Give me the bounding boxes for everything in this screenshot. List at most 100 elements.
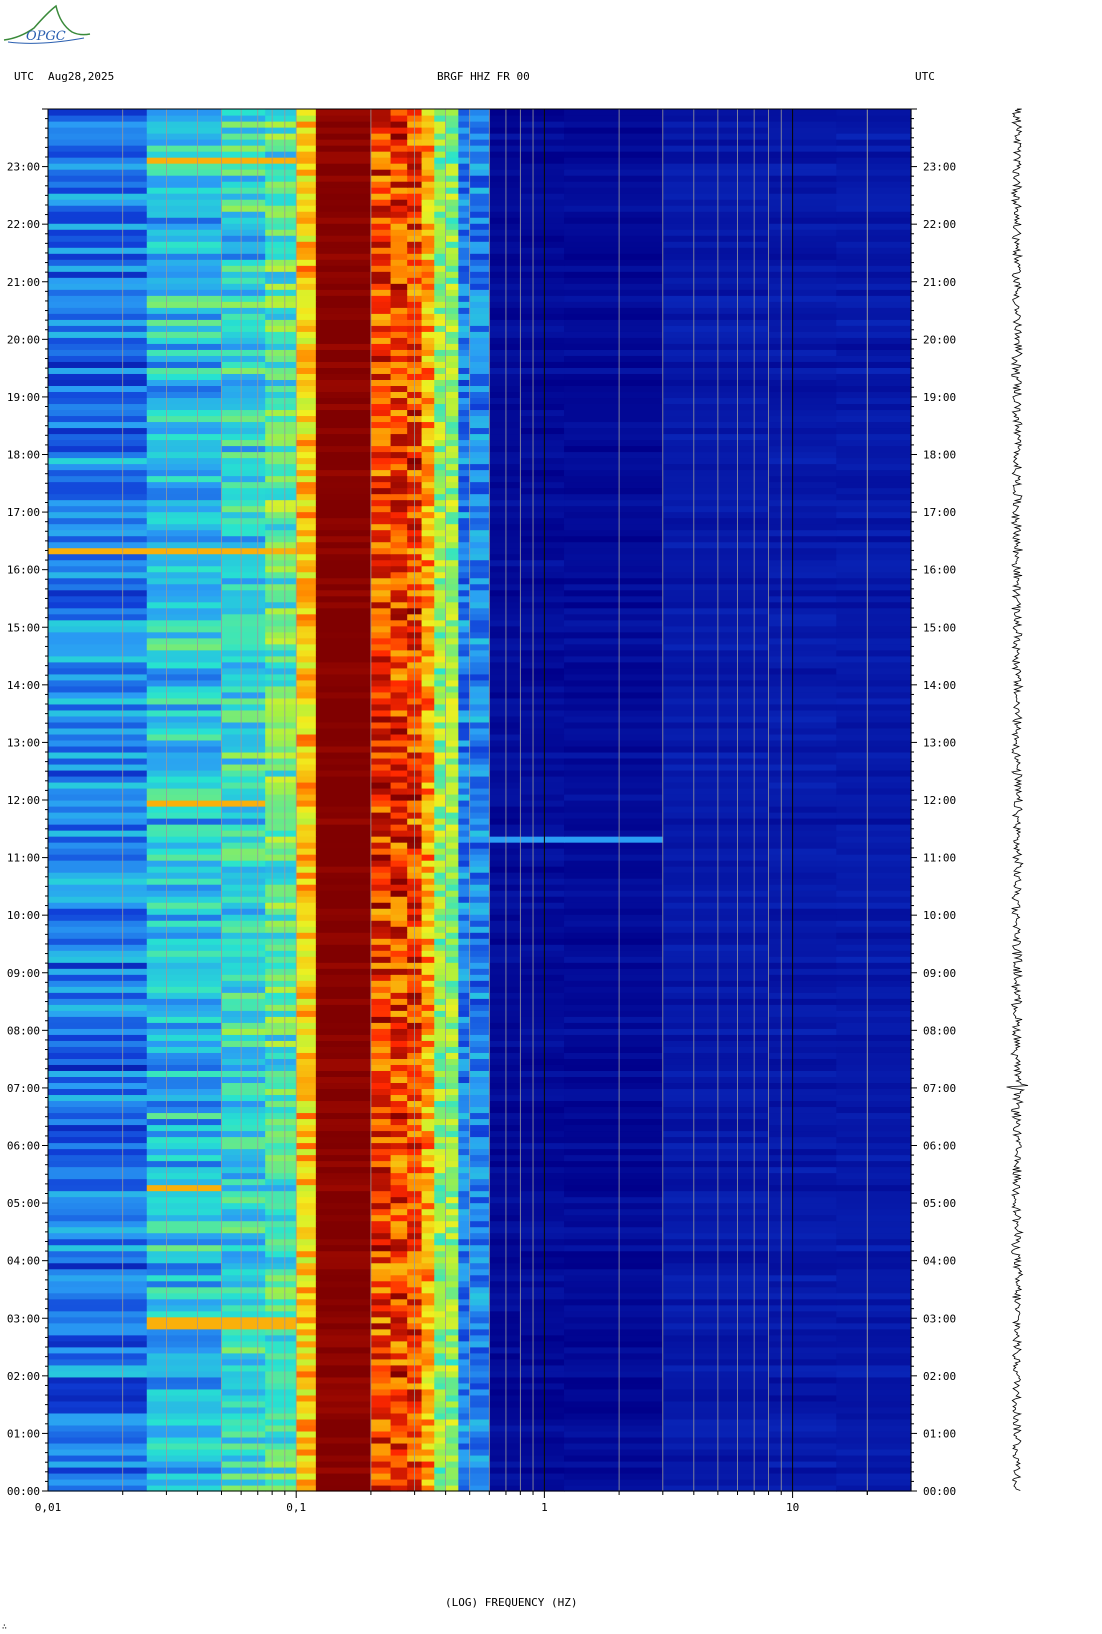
heatmap-cell: [390, 769, 408, 777]
heatmap-cell: [390, 890, 408, 897]
heatmap-cell: [768, 535, 837, 543]
heatmap-cell: [221, 914, 266, 921]
heatmap-cell: [48, 974, 148, 981]
heatmap-cell: [662, 1022, 770, 1029]
heatmap-cell: [564, 1394, 664, 1402]
heatmap-cell: [421, 271, 435, 278]
heatmap-cell: [370, 956, 392, 963]
heatmap-cell: [315, 1466, 372, 1474]
heatmap-cell: [768, 547, 837, 555]
heatmap-cell: [265, 583, 297, 591]
heatmap-cell: [836, 307, 912, 314]
heatmap-cell: [265, 1106, 297, 1114]
heatmap-cell: [836, 1208, 912, 1216]
heatmap-cell: [768, 685, 837, 693]
heatmap-cell: [221, 812, 266, 819]
heatmap-cell: [469, 1022, 490, 1029]
heatmap-cell: [390, 974, 408, 981]
heatmap-cell: [836, 1424, 912, 1432]
heatmap-cell: [265, 265, 297, 272]
heatmap-cell: [768, 896, 837, 903]
heatmap-cell: [564, 295, 664, 302]
heatmap-cell: [370, 926, 392, 933]
heatmap-cell: [469, 193, 490, 200]
heatmap-cell: [768, 1268, 837, 1276]
heatmap-cell: [315, 1214, 372, 1222]
heatmap-cell: [315, 217, 372, 224]
heatmap-cell: [421, 307, 435, 314]
heatmap-cell: [315, 337, 372, 344]
heatmap-cell: [836, 1460, 912, 1468]
heatmap-cell: [489, 547, 521, 555]
heatmap-cell: [296, 541, 317, 549]
heatmap-cell: [768, 625, 837, 633]
heatmap-cell: [421, 932, 435, 939]
heatmap-cell: [489, 475, 521, 483]
heatmap-cell: [370, 1436, 392, 1444]
heatmap-cell: [564, 487, 664, 495]
heatmap-cell: [836, 577, 912, 585]
heatmap-cell: [48, 1382, 148, 1390]
heatmap-cell: [146, 121, 223, 128]
heatmap-cell: [564, 950, 664, 957]
heatmap-cell: [564, 1160, 664, 1168]
heatmap-cell: [768, 1256, 837, 1264]
heatmap-cell: [146, 1172, 223, 1180]
heatmap-cell: [390, 1256, 408, 1264]
heatmap-cell: [434, 709, 447, 717]
heatmap-cell: [520, 157, 565, 164]
heatmap-cell: [434, 1118, 447, 1126]
heatmap-cell: [836, 1202, 912, 1210]
heatmap-cell: [146, 367, 223, 374]
heatmap-cell: [390, 1286, 408, 1294]
heatmap-cell: [265, 481, 297, 489]
heatmap-cell: [48, 1430, 148, 1438]
heatmap-cell: [469, 1358, 490, 1366]
heatmap-cell: [836, 806, 912, 813]
y-tick-label-left: 00:00: [7, 1485, 40, 1498]
heatmap-cell: [315, 283, 372, 290]
heatmap-cell: [146, 337, 223, 344]
heatmap-cell: [445, 902, 459, 909]
heatmap-cell: [315, 385, 372, 393]
heatmap-cell: [296, 908, 317, 915]
heatmap-cell: [489, 325, 521, 332]
heatmap-cell: [434, 715, 447, 723]
heatmap-cell: [564, 1460, 664, 1468]
heatmap-cell: [520, 661, 565, 669]
heatmap-cell: [221, 1316, 266, 1324]
heatmap-cell: [458, 1484, 471, 1492]
heatmap-cell: [520, 229, 565, 236]
heatmap-cell: [315, 187, 372, 194]
heatmap-cell: [662, 295, 770, 302]
heatmap-cell: [434, 956, 447, 963]
heatmap-cell: [469, 775, 490, 783]
heatmap-cell: [469, 1370, 490, 1378]
heatmap-cell: [469, 1262, 490, 1270]
heatmap-cell: [296, 643, 317, 651]
heatmap-cell: [221, 295, 266, 302]
heatmap-cell: [421, 1010, 435, 1017]
heatmap-cell: [458, 187, 471, 194]
heatmap-cell: [315, 1028, 372, 1035]
heatmap-cell: [390, 715, 408, 723]
heatmap-cell: [296, 487, 317, 495]
heatmap-cell: [421, 806, 435, 813]
heatmap-cell: [146, 301, 223, 308]
heatmap-cell: [458, 229, 471, 236]
heatmap-cell: [458, 1388, 471, 1396]
heatmap-cell: [445, 1334, 459, 1342]
heatmap-cell: [520, 896, 565, 903]
heatmap-cell: [836, 115, 912, 122]
heatmap-cell: [421, 715, 435, 723]
heatmap-cell: [489, 427, 521, 435]
heatmap-cell: [836, 1262, 912, 1270]
heatmap-cell: [768, 655, 837, 663]
heatmap-cell: [564, 709, 664, 717]
heatmap-cell: [221, 769, 266, 777]
heatmap-cell: [564, 1328, 664, 1336]
heatmap-cell: [48, 787, 148, 795]
heatmap-cell: [315, 896, 372, 903]
heatmap-cell: [221, 1238, 266, 1246]
heatmap-cell: [421, 920, 435, 927]
